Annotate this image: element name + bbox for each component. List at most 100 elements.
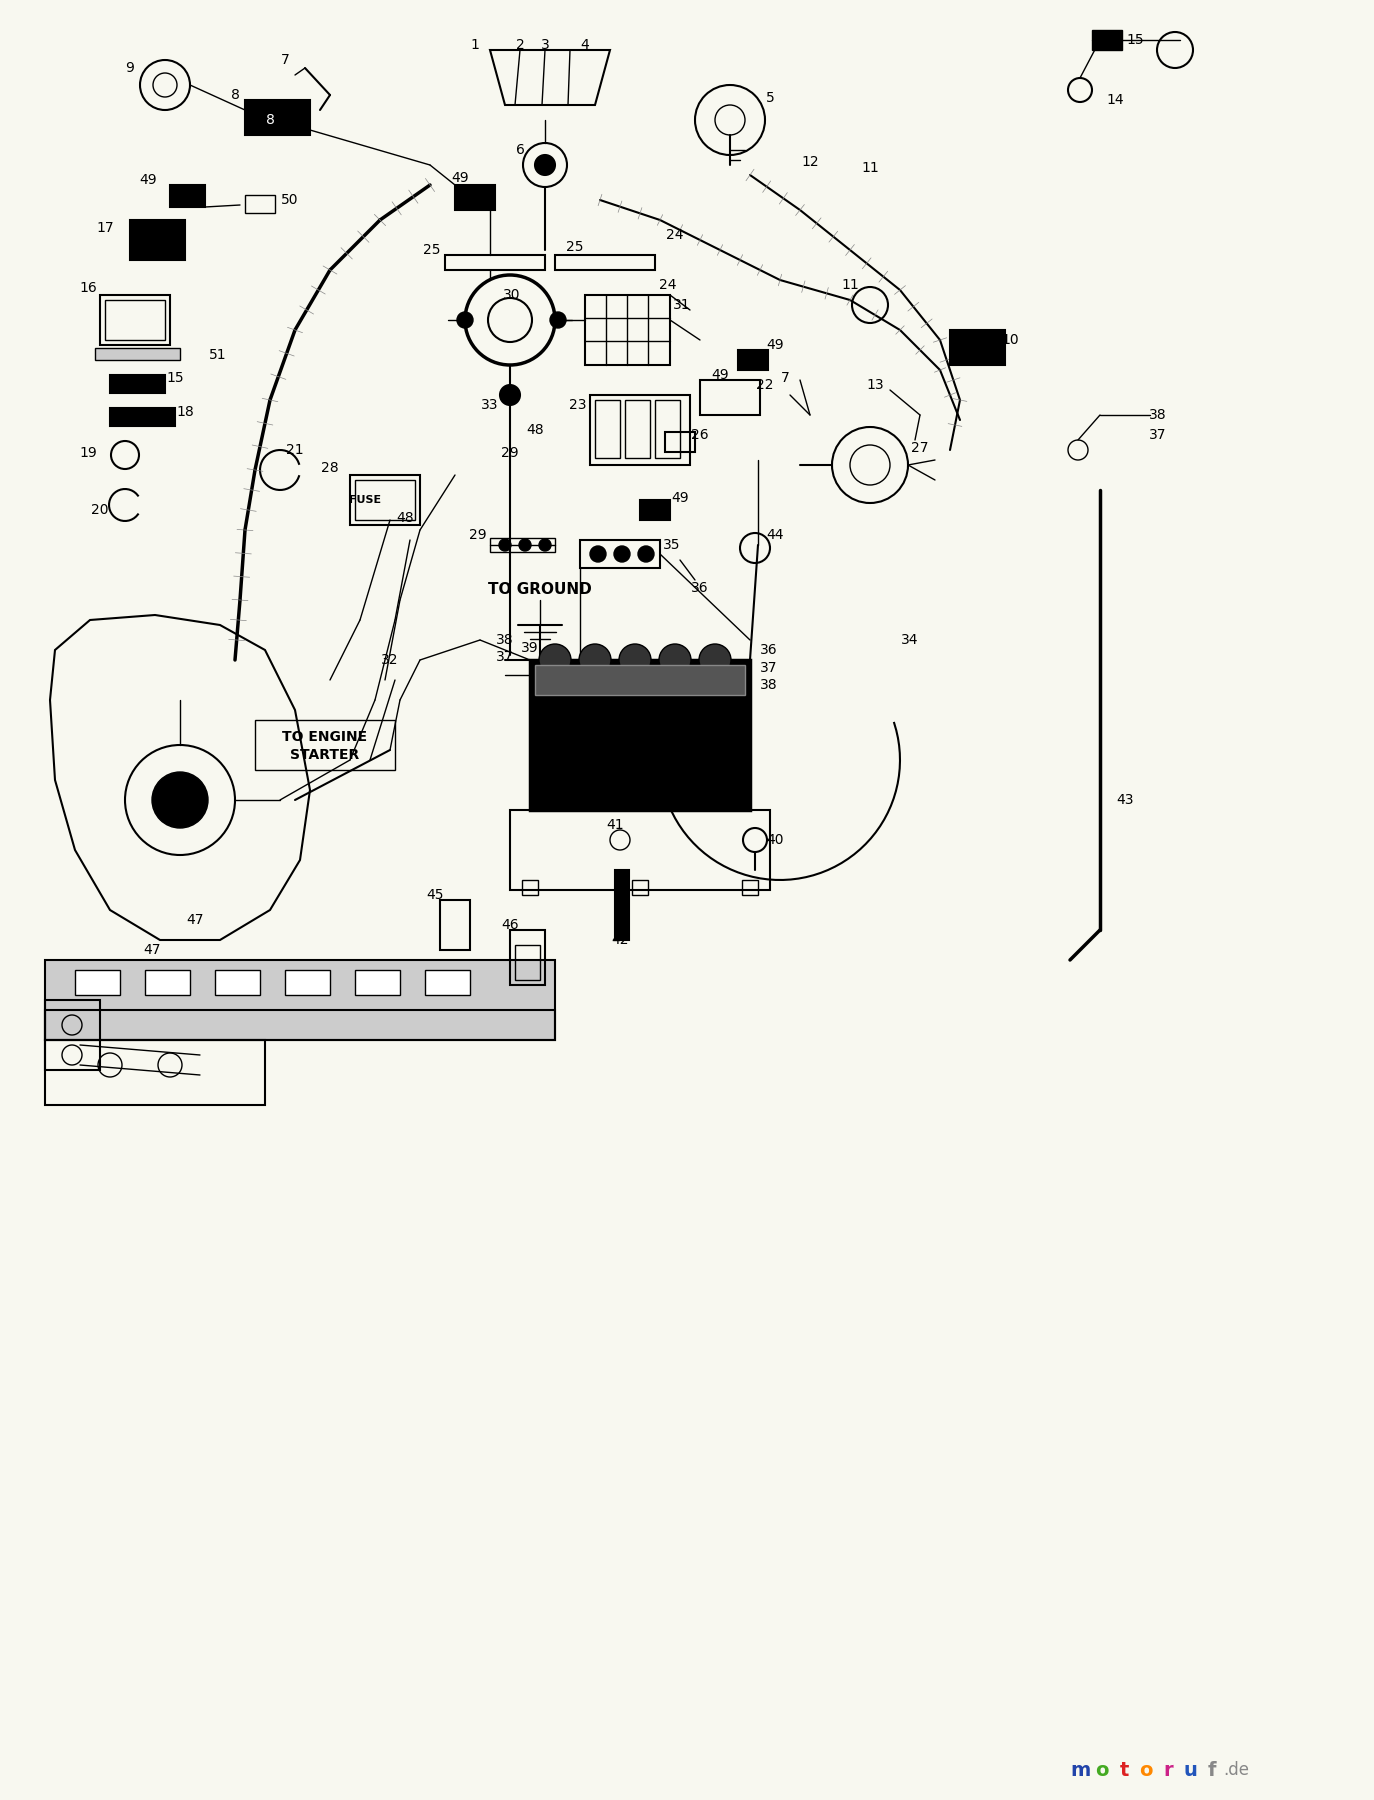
Bar	[555, 256, 655, 270]
Bar	[515, 945, 540, 979]
Text: 1: 1	[470, 38, 480, 52]
Text: 4: 4	[581, 38, 589, 52]
Text: 47: 47	[143, 943, 161, 958]
Text: 49: 49	[139, 173, 157, 187]
Text: 37: 37	[1149, 428, 1167, 443]
Bar	[595, 400, 620, 457]
Text: 15: 15	[1127, 32, 1143, 47]
Text: 24: 24	[660, 277, 677, 292]
Text: 12: 12	[801, 155, 819, 169]
Bar	[589, 394, 690, 464]
Text: t: t	[1120, 1760, 1128, 1780]
Text: STARTER: STARTER	[290, 749, 360, 761]
Text: 36: 36	[760, 643, 778, 657]
Bar	[350, 475, 420, 526]
Text: 14: 14	[1106, 94, 1124, 106]
Text: 34: 34	[901, 634, 919, 646]
Bar	[100, 295, 170, 346]
Bar	[742, 880, 758, 895]
Text: TO ENGINE: TO ENGINE	[283, 731, 368, 743]
Bar	[284, 970, 330, 995]
Circle shape	[500, 385, 519, 405]
Bar	[354, 970, 400, 995]
Text: 20: 20	[91, 502, 109, 517]
Text: 43: 43	[1116, 794, 1134, 806]
Circle shape	[539, 538, 551, 551]
Text: o: o	[1095, 1760, 1109, 1780]
Bar	[245, 101, 311, 135]
Text: 6: 6	[515, 142, 525, 157]
Circle shape	[550, 311, 566, 328]
Text: 8: 8	[265, 113, 275, 128]
Bar	[214, 970, 260, 995]
Bar	[580, 540, 660, 569]
Text: 10: 10	[1002, 333, 1018, 347]
Text: 29: 29	[469, 527, 486, 542]
Circle shape	[534, 155, 555, 175]
Bar	[110, 374, 165, 392]
Bar	[655, 400, 680, 457]
Circle shape	[638, 545, 654, 562]
Text: 37: 37	[760, 661, 778, 675]
Text: 49: 49	[671, 491, 688, 506]
Text: 16: 16	[80, 281, 98, 295]
Text: r: r	[1164, 1760, 1173, 1780]
Text: 49: 49	[767, 338, 783, 353]
Text: 42: 42	[611, 932, 629, 947]
Bar	[45, 1010, 555, 1040]
Text: TO GROUND: TO GROUND	[488, 583, 592, 598]
Text: 7: 7	[780, 371, 790, 385]
Text: 36: 36	[691, 581, 709, 596]
Bar	[949, 329, 1004, 365]
Text: m: m	[1070, 1760, 1090, 1780]
Text: 29: 29	[502, 446, 519, 461]
Bar	[76, 970, 120, 995]
Text: 30: 30	[503, 288, 521, 302]
Text: 13: 13	[866, 378, 883, 392]
Circle shape	[614, 545, 631, 562]
Text: 7: 7	[280, 52, 290, 67]
Bar	[131, 220, 185, 259]
Text: u: u	[1183, 1760, 1197, 1780]
Bar	[632, 880, 649, 895]
Bar	[45, 959, 555, 1040]
Bar	[585, 295, 671, 365]
Text: 39: 39	[521, 641, 539, 655]
Text: 21: 21	[286, 443, 304, 457]
Text: 38: 38	[496, 634, 514, 646]
Circle shape	[519, 538, 530, 551]
Bar	[665, 432, 695, 452]
Text: o: o	[1139, 1760, 1153, 1780]
Bar	[625, 400, 650, 457]
Bar	[616, 869, 629, 940]
Text: 19: 19	[80, 446, 98, 461]
Text: 38: 38	[1149, 409, 1167, 421]
Text: 17: 17	[96, 221, 114, 236]
Bar	[738, 349, 768, 371]
Bar	[699, 380, 760, 416]
Text: 28: 28	[322, 461, 339, 475]
Bar	[522, 880, 539, 895]
Text: 33: 33	[481, 398, 499, 412]
Text: 26: 26	[691, 428, 709, 443]
Circle shape	[499, 538, 511, 551]
Bar	[440, 900, 470, 950]
Text: 27: 27	[911, 441, 929, 455]
Text: 24: 24	[666, 229, 684, 241]
Text: 23: 23	[569, 398, 587, 412]
Circle shape	[620, 644, 651, 677]
Text: 22: 22	[756, 378, 774, 392]
Bar	[510, 810, 769, 889]
Text: 15: 15	[166, 371, 184, 385]
Text: 35: 35	[664, 538, 680, 553]
Text: 11: 11	[841, 277, 859, 292]
Circle shape	[589, 545, 606, 562]
Bar	[104, 301, 165, 340]
Text: 32: 32	[381, 653, 398, 668]
Text: 11: 11	[861, 160, 879, 175]
Text: 41: 41	[606, 817, 624, 832]
Text: 3: 3	[540, 38, 550, 52]
Text: 18: 18	[176, 405, 194, 419]
Text: 44: 44	[767, 527, 783, 542]
Bar	[1092, 31, 1123, 50]
